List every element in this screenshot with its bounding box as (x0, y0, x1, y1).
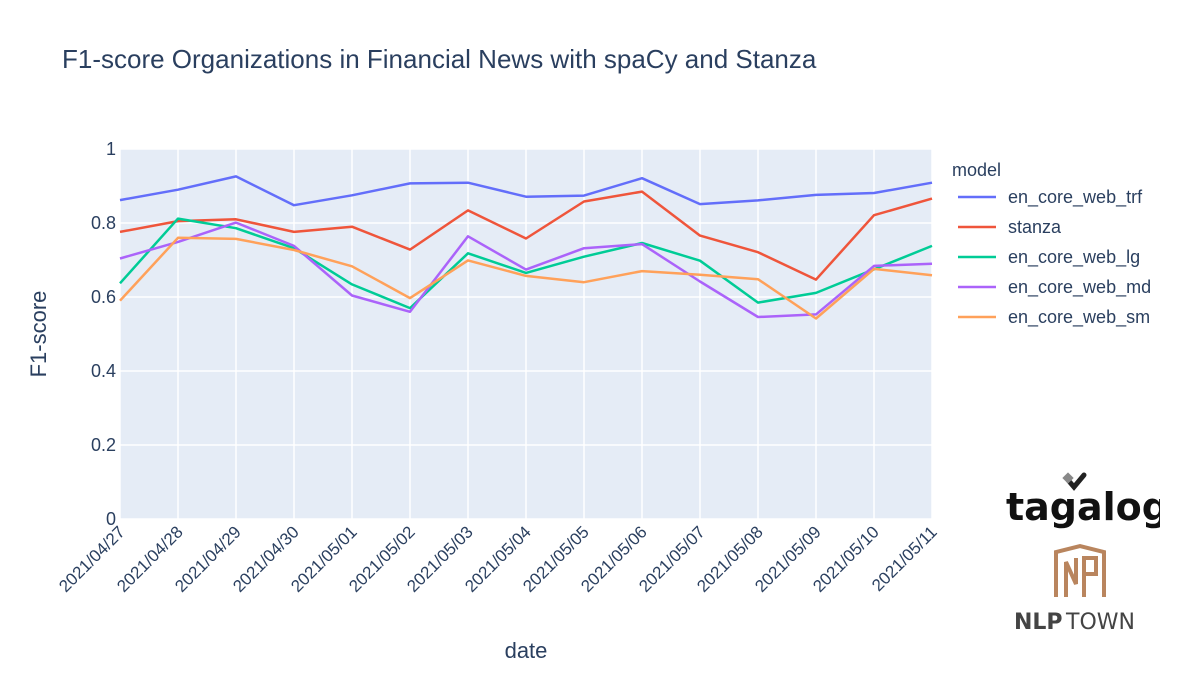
x-axis-ticks: 2021/04/272021/04/282021/04/292021/04/30… (55, 522, 941, 596)
y-tick-label: 0 (106, 509, 116, 529)
y-tick-label: 0.6 (91, 287, 116, 307)
y-tick-label: 0.4 (91, 361, 116, 381)
nlptown-emblem-icon (1054, 543, 1106, 597)
tagalog-wordmark: tagalog (1006, 485, 1160, 529)
series-line-en-core-web-lg (119, 217, 933, 310)
y-axis-ticks: 0 0.2 0.4 0.6 0.8 1 (91, 139, 116, 529)
y-axis-label: F1-score (26, 291, 51, 378)
legend-title: model (952, 160, 1001, 180)
series-line-en-core-web-trf (119, 175, 933, 207)
chart-title: F1-score Organizations in Financial News… (62, 44, 817, 74)
tagalog-logo: tagalog (1006, 472, 1160, 529)
series-line-stanza (119, 190, 933, 281)
series-line-en-core-web-sm (119, 236, 933, 320)
legend-item-label: en_core_web_sm (1008, 307, 1150, 328)
y-tick-label: 0.2 (91, 435, 116, 455)
legend-item-label: en_core_web_md (1008, 277, 1151, 298)
series-line-en-core-web-md (119, 221, 933, 319)
legend-item-label: en_core_web_lg (1008, 247, 1140, 268)
y-tick-label: 1 (106, 139, 116, 159)
tagalog-tag-shape (1062, 472, 1074, 484)
nlptown-logo: NLP TOWN (1014, 543, 1135, 635)
series-lines (119, 175, 933, 320)
y-tick-label: 0.8 (91, 213, 116, 233)
legend-item-label: en_core_web_trf (1008, 187, 1143, 208)
legend-item-label: stanza (1008, 217, 1062, 237)
nlptown-wordmark-light: TOWN (1065, 610, 1135, 635)
nlptown-wordmark-bold: NLP (1014, 610, 1063, 635)
tagalog-check-icon (1065, 472, 1087, 491)
x-axis-label: date (505, 638, 548, 663)
